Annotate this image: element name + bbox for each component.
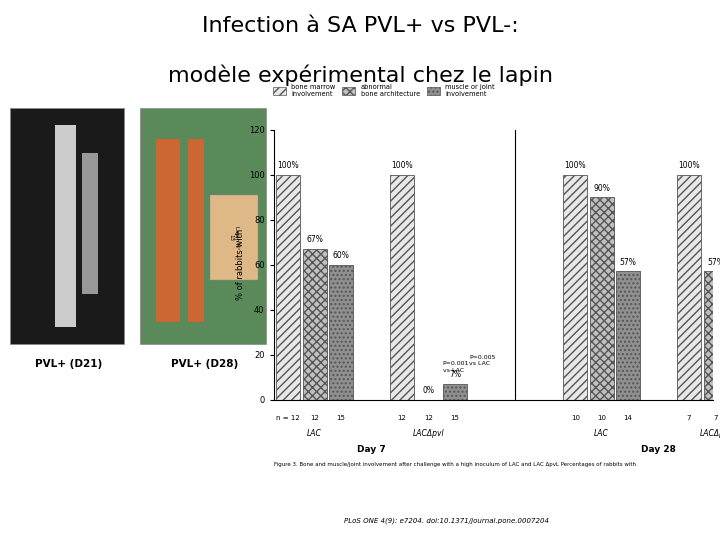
Text: Day 28: Day 28 <box>641 444 676 454</box>
Bar <box>210 195 258 280</box>
Bar <box>590 197 613 400</box>
Text: 67%: 67% <box>306 235 323 244</box>
Text: Figure 3. Bone and muscle/joint involvement after challenge with a high inoculum: Figure 3. Bone and muscle/joint involvem… <box>274 462 636 467</box>
Text: P=0.005
vs LAC: P=0.005 vs LAC <box>469 355 495 366</box>
Text: 10: 10 <box>571 415 580 421</box>
Bar <box>703 271 720 400</box>
Text: 14: 14 <box>624 415 633 421</box>
Text: 10: 10 <box>597 415 606 421</box>
Text: LAC: LAC <box>594 429 609 438</box>
Text: Day 7: Day 7 <box>357 444 386 454</box>
Text: 0%: 0% <box>423 386 434 395</box>
Text: Lapin N°
13: Lapin N° 13 <box>228 226 239 249</box>
Bar <box>140 109 266 345</box>
Text: 100%: 100% <box>678 161 700 170</box>
Text: 57%: 57% <box>620 258 636 267</box>
Bar <box>189 139 204 322</box>
Text: 57%: 57% <box>707 258 720 267</box>
Bar <box>156 139 181 322</box>
Bar <box>10 109 125 345</box>
Text: PVL+ (D28): PVL+ (D28) <box>171 359 238 369</box>
Text: PLoS ONE 4(9): e7204. doi:10.1371/journal.pone.0007204: PLoS ONE 4(9): e7204. doi:10.1371/journa… <box>344 517 549 524</box>
Bar <box>55 125 76 327</box>
Bar <box>302 249 326 400</box>
Bar <box>276 174 300 400</box>
Text: 12: 12 <box>310 415 319 421</box>
Text: 7%: 7% <box>449 370 461 379</box>
Text: 12: 12 <box>424 415 433 421</box>
Text: 7: 7 <box>687 415 691 421</box>
Text: 15: 15 <box>337 415 346 421</box>
Text: 7: 7 <box>714 415 718 421</box>
Y-axis label: % of rabbits with: % of rabbits with <box>235 229 245 300</box>
Text: 15: 15 <box>451 415 459 421</box>
Text: LACΔpvl: LACΔpvl <box>700 429 720 438</box>
Bar <box>329 265 353 400</box>
Text: PVL+ (D21): PVL+ (D21) <box>35 359 102 369</box>
Text: 60%: 60% <box>333 251 349 260</box>
Text: modèle expérimental chez le lapin: modèle expérimental chez le lapin <box>168 65 552 86</box>
Text: 100%: 100% <box>277 161 299 170</box>
Text: 100%: 100% <box>391 161 413 170</box>
Bar <box>616 271 640 400</box>
Text: P=0.001
vs LAC: P=0.001 vs LAC <box>443 361 469 373</box>
Text: 90%: 90% <box>593 184 610 193</box>
Bar <box>443 384 467 400</box>
Text: 100%: 100% <box>564 161 586 170</box>
Text: LACΔpvl: LACΔpvl <box>413 429 444 438</box>
Bar <box>82 153 98 294</box>
Text: n = 12: n = 12 <box>276 415 300 421</box>
Bar <box>677 174 701 400</box>
Bar <box>563 174 587 400</box>
Legend: bone marrow
involvement, abnormal
bone architecture, muscle or joint
involvement: bone marrow involvement, abnormal bone a… <box>273 84 495 97</box>
Text: LAC: LAC <box>307 429 322 438</box>
Text: Infection à SA PVL+ vs PVL-:: Infection à SA PVL+ vs PVL-: <box>202 16 518 36</box>
Bar <box>390 174 414 400</box>
Text: 12: 12 <box>397 415 406 421</box>
